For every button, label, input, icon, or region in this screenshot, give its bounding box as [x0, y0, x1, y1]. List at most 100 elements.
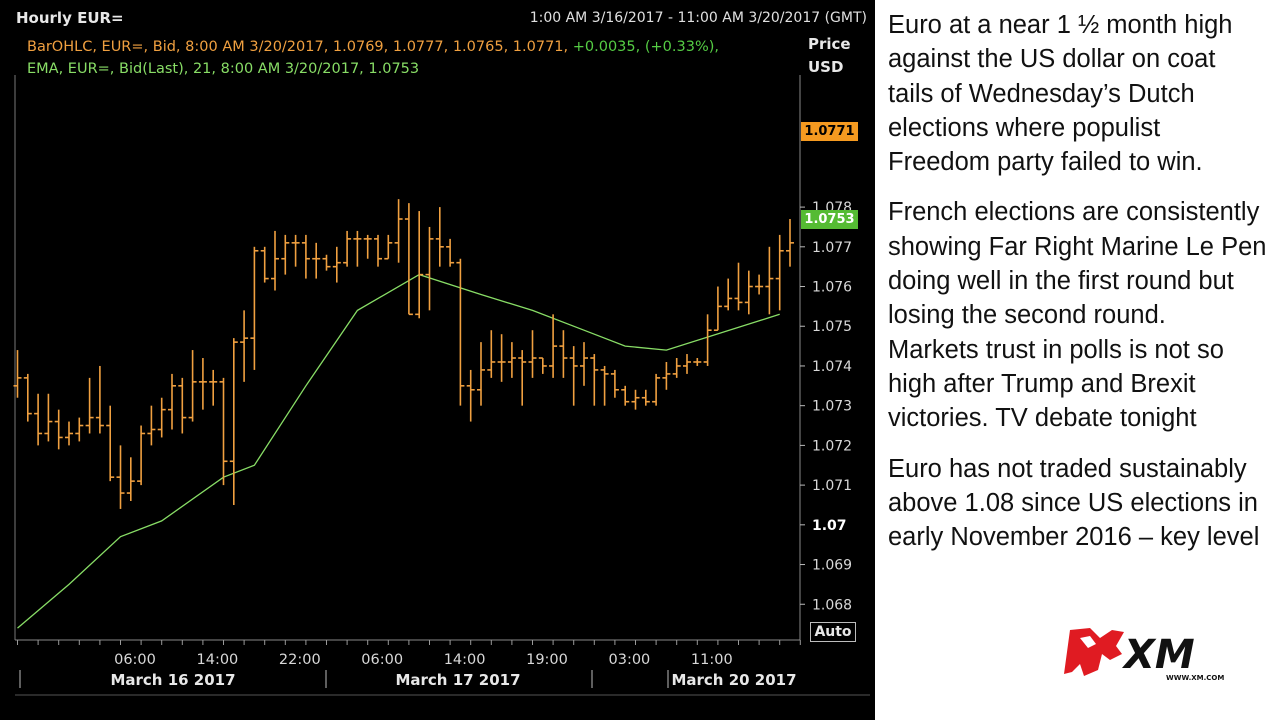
- x-tick-label: 14:00: [444, 652, 486, 668]
- ohlc-bar: [137, 425, 146, 486]
- x-tick-label: 11:00: [691, 652, 733, 668]
- commentary-line: Euro at a near 1 ½ month high: [888, 11, 1233, 39]
- axis-header-currency: USD: [808, 58, 844, 76]
- ohlc-bar: [600, 365, 609, 406]
- ohlc-bar: [353, 230, 362, 267]
- auto-scale-button[interactable]: Auto: [810, 622, 856, 642]
- date-label: March 17 2017: [395, 671, 520, 689]
- xm-wordmark: XM: [1121, 632, 1195, 678]
- commentary-line: against the US dollar on coat: [888, 45, 1216, 74]
- ohlc-bar: [168, 373, 176, 430]
- ohlc-bar: [425, 226, 434, 311]
- ohlc-bar: [363, 234, 372, 259]
- y-tick-label: 1.074: [812, 359, 852, 375]
- ohlc-bar: [54, 409, 63, 450]
- date-label: March 20 2017: [671, 671, 796, 689]
- legend-ohlc-values: BarOHLC, EUR=, Bid, 8:00 AM 3/20/2017, 1…: [27, 39, 569, 55]
- x-tick-label: 19:00: [526, 652, 568, 668]
- ema-line: [17, 273, 780, 629]
- ohlc-bar: [559, 330, 568, 378]
- x-tick-label: 14:00: [197, 652, 239, 668]
- ohlc-bar: [724, 278, 733, 311]
- ohlc-bar: [775, 234, 784, 311]
- ohlc-bar: [590, 354, 599, 406]
- ohlc-bar: [250, 246, 259, 370]
- x-tick-label: 06:00: [114, 652, 156, 668]
- ohlc-bar: [446, 238, 455, 267]
- y-tick-label: 1.073: [812, 399, 852, 415]
- ohlc-bar: [786, 219, 794, 267]
- ohlc-bar: [106, 405, 115, 482]
- ohlc-bar: [538, 357, 547, 374]
- ohlc-bar: [549, 314, 558, 378]
- ohlc-bar: [518, 350, 527, 406]
- ohlc-bar: [178, 377, 187, 434]
- commentary-line: showing Far Right Marine Le Pen: [888, 232, 1267, 261]
- xm-bull-icon: [1064, 628, 1124, 676]
- ohlc-bar: [610, 369, 619, 398]
- ohlc-bar: [528, 330, 537, 378]
- ohlc-bar: [662, 361, 671, 390]
- ohlc-bar: [384, 234, 393, 260]
- ohlc-chart: 1.0781.0771.0761.0751.0741.0731.0721.071…: [13, 75, 870, 696]
- commentary-line: victories. TV debate tonight: [888, 404, 1197, 433]
- chart-title: Hourly EUR=: [16, 9, 124, 27]
- date-label: March 16 2017: [110, 671, 235, 689]
- ohlc-bar: [734, 262, 743, 311]
- ohlc-bar: [312, 242, 321, 279]
- ohlc-bar: [322, 254, 331, 271]
- chart-panel: 1.078 1.077 1.076 1.075 1.074 1.073 1.072 1.071…: [0, 0, 875, 720]
- ohlc-bar: [415, 211, 424, 319]
- y-tick-label: 1.069: [812, 558, 852, 574]
- date-range: 1:00 AM 3/16/2017 - 11:00 AM 3/20/2017 (…: [529, 10, 867, 26]
- y-tick-label: 1.075: [812, 319, 852, 335]
- xm-url: WWW.XM.COM: [1166, 674, 1224, 682]
- ohlc-bar: [703, 314, 712, 366]
- commentary-paragraph: Euro at a near 1 ½ month high against the…: [888, 8, 1278, 179]
- axis-header-price: Price: [808, 35, 851, 53]
- commentary-line: high after Trump and Brexit: [888, 369, 1196, 398]
- ohlc-bar: [404, 203, 413, 316]
- ohlc-bar: [260, 246, 269, 283]
- commentary-line: early November 2016 – key level: [888, 523, 1260, 552]
- legend-ema: EMA, EUR=, Bid(Last), 21, 8:00 AM 3/20/2…: [27, 61, 420, 77]
- commentary-line: Euro has not traded sustainably: [888, 454, 1247, 483]
- ohlc-bar: [116, 445, 125, 509]
- ohlc-bar: [23, 373, 32, 422]
- ohlc-bar: [34, 393, 43, 446]
- y-tick-label: 1.071: [812, 478, 852, 494]
- commentary-line: elections where populist: [888, 113, 1161, 142]
- ohlc-bar: [343, 230, 352, 267]
- y-tick-label: 1.068: [812, 597, 852, 613]
- commentary-line: losing the second round.: [888, 301, 1166, 330]
- ohlc-bar: [157, 397, 166, 438]
- commentary-paragraph: Euro has not traded sustainably above 1.0…: [888, 452, 1278, 555]
- commentary-line: doing well in the first round but: [888, 267, 1234, 296]
- ohlc-bar: [683, 354, 691, 374]
- ohlc-bar: [374, 234, 382, 267]
- ohlc-bar: [456, 258, 465, 406]
- ohlc-bar: [580, 342, 588, 386]
- legend-ohlc: BarOHLC, EUR=, Bid, 8:00 AM 3/20/2017, 1…: [27, 39, 719, 55]
- ohlc-bar: [13, 350, 22, 398]
- ohlc-bar: [240, 310, 249, 382]
- commentary-line: French elections are consistently: [888, 198, 1260, 227]
- ohlc-bar: [95, 365, 104, 434]
- ohlc-bar: [631, 389, 640, 410]
- ohlc-bar: [621, 385, 630, 406]
- commentary-line: tails of Wednesday’s Dutch: [888, 79, 1195, 108]
- ohlc-bar: [271, 230, 279, 291]
- y-tick-label: 1.077: [812, 240, 852, 256]
- ohlc-bar: [75, 417, 84, 442]
- ohlc-bar: [755, 274, 764, 295]
- y-tick-label: 1.076: [812, 280, 852, 296]
- ohlc-bar: [394, 199, 403, 263]
- ohlc-bar: [487, 330, 496, 378]
- ohlc-bar: [693, 358, 702, 366]
- xm-logo: XM WWW.XM.COM: [1064, 628, 1224, 682]
- ohlc-bar: [497, 334, 506, 382]
- ohlc-bar: [44, 393, 53, 442]
- ohlc-bar: [765, 246, 774, 315]
- commentary-paragraph: French elections are consistently showing…: [888, 195, 1278, 435]
- commentary-line: above 1.08 since US elections in: [888, 488, 1258, 517]
